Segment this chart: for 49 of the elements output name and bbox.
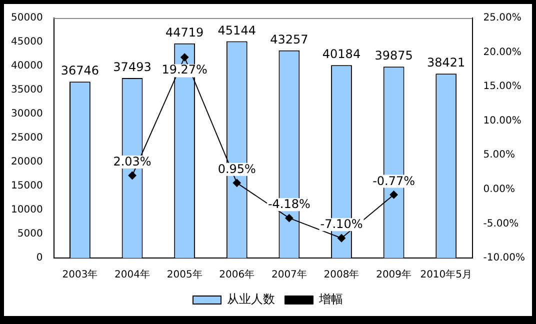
y-tick-label: 35000 — [11, 84, 43, 96]
y2-tick-label: 0.00% — [483, 184, 516, 196]
y-tick-label: 10000 — [11, 204, 43, 216]
data-label: -4.18% — [268, 197, 310, 212]
data-label: 36746 — [60, 64, 100, 78]
data-label: 37493 — [113, 60, 152, 74]
data-label: 19.27% — [162, 62, 208, 76]
x-tick-label: 2005年 — [166, 268, 202, 281]
y-tick-label: 45000 — [11, 36, 43, 48]
y2-tick-label: -5.00% — [483, 218, 519, 230]
y2-tick-label: 10.00% — [483, 115, 522, 126]
y2-tick-label: 5.00% — [483, 150, 516, 161]
y-tick-label: 0 — [36, 252, 43, 264]
x-tick-label: 2010年5月 — [420, 268, 472, 281]
data-label: 43257 — [270, 32, 308, 46]
x-tick-label: 2003年 — [62, 268, 98, 281]
legend-label: 增幅 — [318, 292, 343, 306]
x-tick-label: 2009年 — [376, 268, 412, 281]
data-label: 38421 — [427, 56, 466, 70]
y2-tick-label: 20.00% — [483, 46, 522, 58]
data-label: -7.10% — [320, 217, 363, 232]
y-tick-label: 30000 — [11, 108, 43, 120]
y2-tick-label: 15.00% — [483, 81, 522, 92]
point — [390, 190, 398, 199]
data-label: -0.77% — [372, 174, 416, 188]
x-tick-label: 2007年 — [271, 268, 307, 281]
y-tick-label: 40000 — [11, 60, 43, 72]
data-label: 2.03% — [113, 154, 152, 169]
data-label: 44719 — [165, 25, 204, 40]
y-tick-label: 15000 — [11, 180, 43, 192]
data-label: 45144 — [218, 23, 256, 38]
data-label: 39875 — [374, 48, 413, 63]
x-tick-label: 2004年 — [114, 268, 150, 281]
x-tick-label: 2006年 — [219, 268, 255, 281]
y-tick-label: 20000 — [11, 156, 43, 168]
data-label: 40184 — [322, 47, 361, 62]
point — [180, 53, 189, 62]
point — [285, 214, 294, 222]
y-tick-label: 5000 — [17, 228, 43, 240]
legend-label: 从业人数 — [227, 292, 275, 306]
point — [128, 172, 136, 180]
y2-tick-label: -10.00% — [483, 252, 526, 264]
y-tick-label: 25000 — [11, 132, 43, 144]
y2-tick-label: 25.00% — [483, 12, 522, 24]
point — [232, 178, 241, 187]
y-tick-label: 50000 — [11, 12, 43, 24]
x-tick-label: 2008年 — [324, 268, 360, 281]
point — [337, 234, 346, 242]
data-label: 0.95% — [218, 162, 256, 176]
